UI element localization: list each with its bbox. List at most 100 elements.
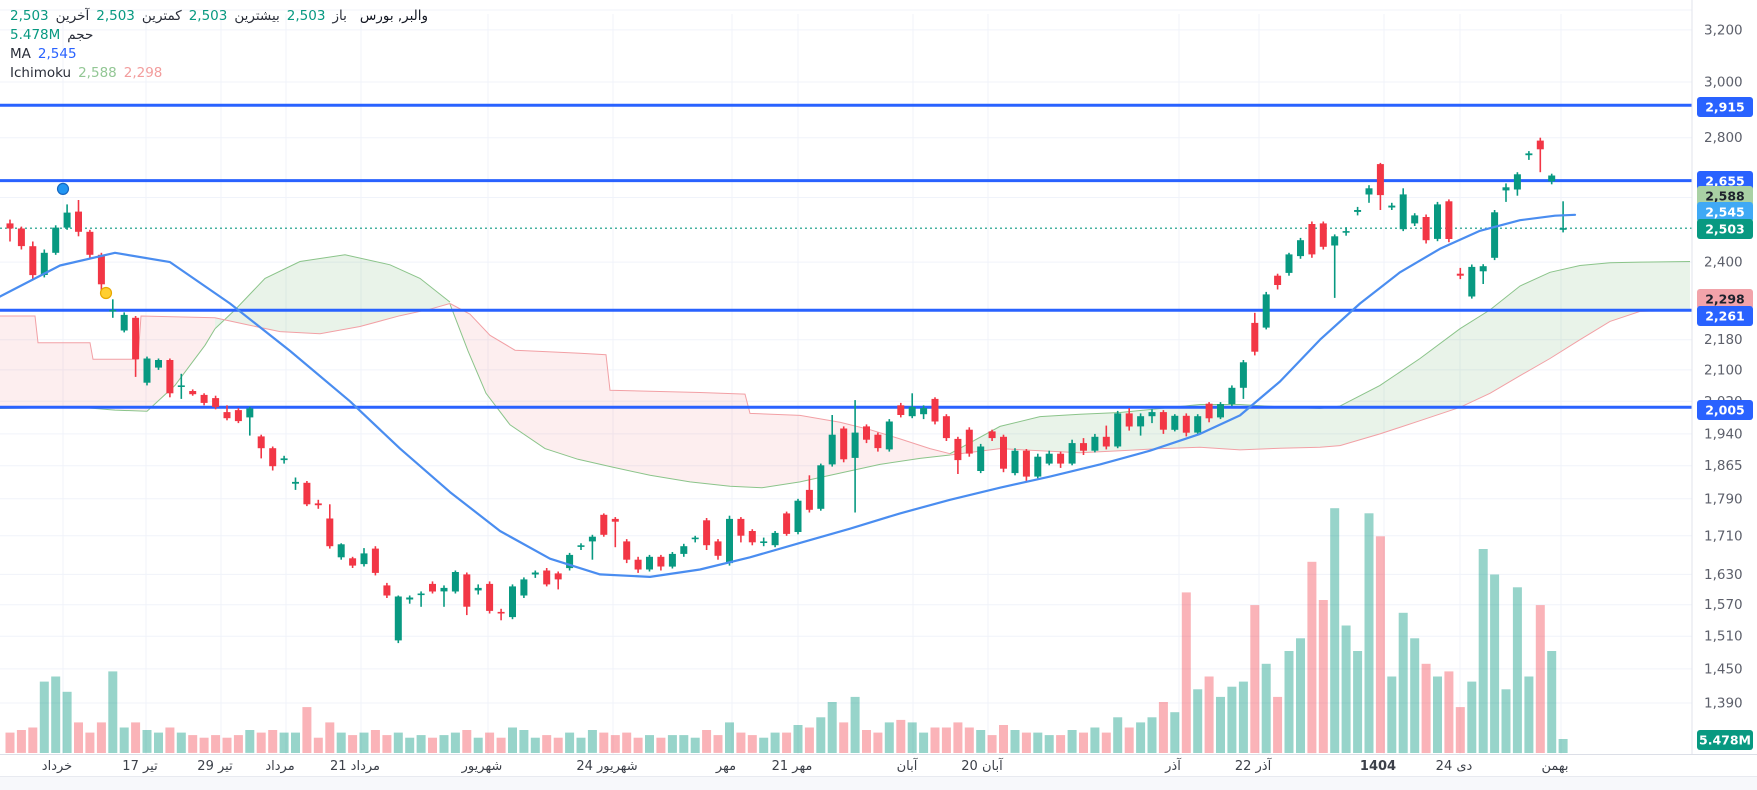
candle-down xyxy=(17,228,25,247)
volume-bar xyxy=(1410,638,1420,753)
volume-bar xyxy=(1261,663,1271,754)
ichimoku-label: Ichimoku xyxy=(10,65,72,81)
candle-up xyxy=(1091,436,1099,451)
volume-bar xyxy=(291,732,300,753)
volume-bar xyxy=(667,735,677,753)
last-value: 2,503 xyxy=(10,8,49,24)
volume-bar xyxy=(1490,574,1500,753)
candle-up xyxy=(1559,228,1567,230)
time-axis-label: 29 تیر xyxy=(197,759,233,774)
time-axis[interactable]: خرداد 17 تیر 29 تیر مرداد 21 مرداد شهریور 24 ش… xyxy=(0,754,1757,790)
candle-up xyxy=(1114,413,1122,447)
candle-up xyxy=(1388,205,1396,208)
time-axis-label: خرداد xyxy=(42,759,72,774)
candle-up xyxy=(417,593,425,596)
volume-bar xyxy=(1375,536,1385,753)
volume-bar xyxy=(1204,676,1214,753)
volume-bar xyxy=(439,735,449,753)
ma-line xyxy=(0,213,1577,579)
candle-up xyxy=(726,518,733,564)
volume-bar xyxy=(1067,730,1077,753)
candle-up xyxy=(280,458,288,461)
candle-down xyxy=(657,556,665,567)
candle-down xyxy=(1308,224,1316,255)
candle-up xyxy=(451,572,459,592)
volume-bar xyxy=(725,722,734,753)
volume-bar xyxy=(165,727,175,753)
candle-up xyxy=(1239,362,1247,388)
candle-up xyxy=(588,536,596,542)
candle-down xyxy=(314,503,322,506)
candle-down xyxy=(371,548,379,573)
volume-bar xyxy=(1033,732,1043,753)
candle-up xyxy=(1365,188,1373,195)
candle-up xyxy=(1171,415,1179,430)
candle-down xyxy=(783,513,791,534)
volume-bar xyxy=(656,737,666,753)
candle-down xyxy=(1319,223,1327,247)
candle-up xyxy=(1194,416,1202,433)
price-axis-label: 1,510 xyxy=(1704,629,1743,645)
time-axis-label: آذر xyxy=(1164,757,1182,774)
candle-down xyxy=(611,518,619,522)
volume-bar xyxy=(142,730,152,753)
time-axis-label: آبان xyxy=(897,757,919,774)
volume-bar xyxy=(622,732,632,753)
candle-up xyxy=(1262,294,1270,328)
candle-up xyxy=(360,553,368,565)
candle-down xyxy=(6,223,14,229)
price-axis-label: 2,100 xyxy=(1704,362,1743,378)
volume-bar xyxy=(222,737,232,753)
time-axis-label: 21 مرداد xyxy=(330,759,380,774)
volume-bar xyxy=(1501,689,1511,753)
candle-down xyxy=(748,531,756,543)
volume-bar xyxy=(485,732,495,753)
candle-up xyxy=(1011,450,1019,474)
volume-bar xyxy=(39,681,49,753)
candle-up xyxy=(851,432,859,458)
svg-text:2,915: 2,915 xyxy=(1705,100,1745,115)
volume-bar xyxy=(645,735,654,753)
candle-up xyxy=(1513,174,1521,190)
volume-bar xyxy=(1296,638,1305,753)
candle-up xyxy=(1354,210,1362,212)
candle-down xyxy=(554,573,562,580)
candle-up xyxy=(1285,254,1293,273)
volume-bar xyxy=(1512,587,1522,754)
candle-down xyxy=(623,541,631,560)
price-axis-label: 3,200 xyxy=(1704,22,1743,38)
volume-bar xyxy=(839,722,849,753)
price-axis[interactable]: 3,2003,0002,8002,4002,1802,1002,0201,940… xyxy=(1691,0,1757,754)
blue-dot xyxy=(56,182,70,195)
volume-bar xyxy=(325,722,335,753)
volume-bar xyxy=(211,735,221,753)
volume-bar xyxy=(233,735,243,753)
volume-bar xyxy=(302,707,312,753)
candle-down xyxy=(189,391,197,395)
volume-bar xyxy=(873,732,883,753)
volume-bar xyxy=(782,732,792,753)
cloud-area-pink xyxy=(450,303,950,488)
volume-bar xyxy=(1318,600,1328,753)
volume-bar xyxy=(508,727,517,753)
candle-up xyxy=(155,360,162,368)
volume-bar xyxy=(268,730,278,753)
volume-bar xyxy=(1455,707,1465,753)
volume-bar xyxy=(462,730,472,753)
price-badge xyxy=(1697,289,1753,309)
volume-bar xyxy=(976,730,986,753)
volume-bar xyxy=(919,732,929,753)
candle-down xyxy=(1022,450,1030,477)
volume-bar xyxy=(1558,739,1568,753)
candle-down xyxy=(303,482,311,505)
time-axis-label: 22 آذر xyxy=(1235,757,1273,774)
volume-bar xyxy=(816,717,826,753)
price-axis-label: 2,800 xyxy=(1704,130,1743,146)
time-axis-label: 1404 xyxy=(1360,759,1396,774)
candle-down xyxy=(383,585,391,596)
ichimoku-senkou-b-value: 2,298 xyxy=(123,65,163,81)
candle-down xyxy=(29,246,37,276)
volume-bar xyxy=(1467,681,1477,753)
